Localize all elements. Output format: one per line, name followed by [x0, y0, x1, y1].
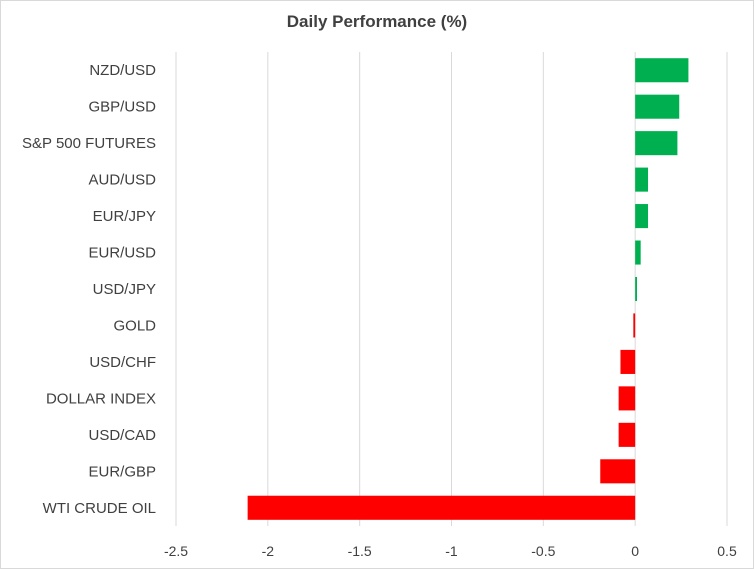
- category-label: USD/CHF: [89, 354, 156, 371]
- category-label: GOLD: [113, 317, 156, 334]
- bar-3: [635, 167, 649, 192]
- category-label: EUR/GBP: [88, 463, 156, 480]
- bar-4: [635, 204, 649, 229]
- x-tick-label: -2.5: [164, 543, 188, 559]
- category-label: S&P 500 FUTURES: [22, 135, 156, 152]
- x-tick-label: 0.5: [717, 543, 737, 559]
- bar-7: [633, 313, 636, 338]
- category-label: EUR/JPY: [93, 208, 156, 225]
- x-tick-label: -1.5: [348, 543, 372, 559]
- category-label: WTI CRUDE OIL: [43, 500, 156, 517]
- category-label: GBP/USD: [88, 99, 156, 116]
- category-label: USD/CAD: [88, 427, 156, 444]
- bar-5: [635, 240, 641, 265]
- bar-11: [600, 459, 636, 484]
- chart-title: Daily Performance (%): [286, 12, 468, 31]
- x-tick-labels: -2.5 -2 -1.5 -1 -0.5 0 0.5: [164, 543, 737, 559]
- category-label: USD/JPY: [93, 281, 156, 298]
- x-tick-label: -2: [262, 543, 275, 559]
- x-tick-label: 0: [631, 543, 639, 559]
- bars: [247, 58, 689, 520]
- bar-10: [618, 422, 636, 447]
- x-tick-label: -0.5: [531, 543, 555, 559]
- gridlines: [175, 52, 728, 526]
- bar-8: [620, 349, 636, 374]
- bar-2: [635, 131, 678, 156]
- bar-0: [635, 58, 689, 83]
- bar-1: [635, 94, 680, 119]
- category-label: AUD/USD: [88, 172, 156, 189]
- category-label: DOLLAR INDEX: [46, 390, 156, 407]
- x-tick-label: -1: [445, 543, 458, 559]
- category-label: EUR/USD: [88, 245, 156, 262]
- category-labels: NZD/USD GBP/USD S&P 500 FUTURES AUD/USD EUR/…: [22, 62, 156, 517]
- bar-9: [618, 386, 636, 411]
- bar-12: [247, 495, 636, 520]
- bar-6: [635, 276, 638, 302]
- category-label: NZD/USD: [89, 62, 156, 79]
